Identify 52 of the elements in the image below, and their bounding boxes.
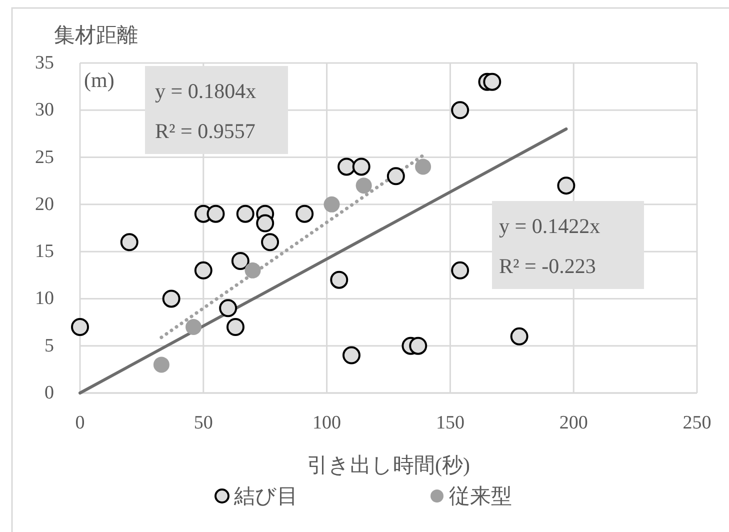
x-tick-label: 150	[436, 412, 464, 434]
point	[162, 290, 180, 308]
annotation: y = 0.1804x	[155, 79, 257, 103]
point	[338, 158, 356, 176]
point	[296, 204, 314, 223]
annotation: R² = 0.9557	[155, 119, 256, 143]
annotation: (m)	[84, 68, 114, 92]
point	[330, 270, 348, 289]
point	[352, 158, 370, 176]
point	[356, 178, 372, 194]
point	[71, 318, 89, 336]
y-tick-label: 30	[35, 100, 54, 121]
point	[186, 319, 202, 335]
point	[451, 261, 470, 280]
point	[557, 176, 576, 195]
annotation: y = 0.1422x	[499, 214, 601, 238]
point	[206, 204, 225, 223]
point	[256, 214, 274, 232]
x-tick-label: 250	[682, 412, 712, 434]
point	[451, 101, 470, 120]
point	[153, 356, 170, 373]
point	[120, 233, 138, 252]
legend-label: 結び目	[233, 484, 298, 508]
point	[324, 196, 340, 212]
point	[342, 346, 360, 364]
annotation: R² = -0.223	[499, 254, 596, 278]
point	[219, 299, 238, 318]
x-tick-label: 50	[194, 412, 213, 434]
y-tick-label: 35	[35, 52, 54, 74]
x-axis-title: 引き出し時間(秒)	[307, 453, 470, 477]
point	[194, 261, 212, 280]
point	[386, 167, 405, 186]
point	[510, 327, 528, 346]
y-tick-label: 20	[35, 194, 54, 215]
x-tick-label: 0	[75, 412, 85, 434]
point	[483, 72, 502, 91]
y-axis-title: 集材距離	[54, 23, 138, 47]
y-tick-label: 5	[44, 335, 54, 356]
y-tick-label: 0	[44, 382, 54, 404]
x-tick-label: 100	[312, 412, 342, 434]
x-tick-label: 200	[559, 412, 588, 434]
point	[231, 252, 250, 270]
point	[415, 158, 432, 175]
y-tick-label: 15	[35, 241, 54, 262]
point	[244, 262, 261, 278]
point	[226, 318, 244, 336]
y-tick-label: 10	[35, 288, 54, 310]
point	[261, 233, 280, 252]
legend-label: 従来型	[449, 484, 512, 508]
y-tick-label: 25	[35, 146, 54, 168]
point	[236, 204, 254, 223]
point	[409, 336, 428, 355]
